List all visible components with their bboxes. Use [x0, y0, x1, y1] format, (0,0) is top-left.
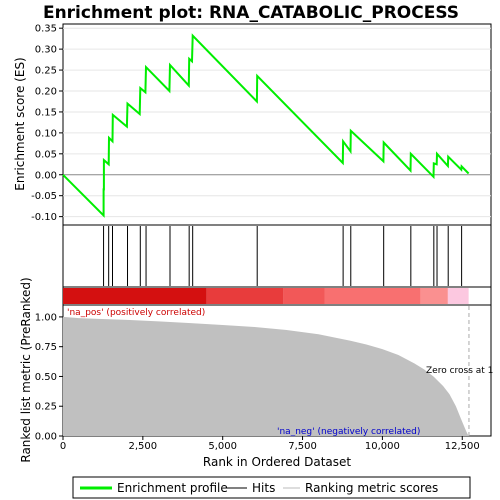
xtick-label: 0 — [60, 441, 66, 452]
chart-title: Enrichment plot: RNA_CATABOLIC_PROCESS — [43, 3, 459, 23]
pos-correlated-label: 'na_pos' (positively correlated) — [67, 308, 205, 318]
ranked-ytick-label: 0.25 — [35, 402, 57, 413]
zero-cross-label: Zero cross at 1 — [426, 366, 493, 376]
ranked-ytick-label: 0.50 — [35, 372, 57, 383]
hits-panel — [62, 224, 492, 288]
es-panel-frame — [62, 23, 492, 226]
enrichment-profile-line — [62, 33, 470, 218]
xtick-label: 10,000 — [365, 441, 400, 452]
heat-segment — [324, 288, 421, 304]
ranking-metric-area — [63, 316, 469, 436]
es-ytick-label: 0.30 — [35, 45, 57, 56]
heat-segment — [63, 288, 207, 304]
rank-heat-bar — [62, 286, 492, 306]
xtick-label: 2,500 — [129, 441, 158, 452]
legend: Enrichment profile Hits Ranking metric s… — [72, 476, 471, 499]
es-ytick-label: 0.00 — [35, 170, 57, 181]
es-ylabel: Enrichment score (ES) — [13, 57, 27, 190]
legend-frame — [72, 476, 471, 499]
es-ytick-label: 0.35 — [35, 24, 57, 35]
ranked-metric-panel: 0.00 0.25 0.50 0.75 1.00 0 2,500 5,000 7,500 10,… — [19, 277, 493, 469]
legend-hits-label: Hits — [252, 481, 275, 495]
xlabel: Rank in Ordered Dataset — [203, 455, 351, 469]
heat-segment — [447, 288, 469, 304]
xtick-label: 12,500 — [445, 441, 480, 452]
es-ytick-label: -0.05 — [31, 191, 57, 202]
es-ytick-label: 0.15 — [35, 107, 57, 118]
legend-ranking-label: Ranking metric scores — [305, 481, 438, 495]
neg-correlated-label: 'na_neg' (negatively correlated) — [277, 427, 420, 437]
ranked-ytick-labels: 0.00 0.25 0.50 0.75 1.00 — [35, 312, 63, 443]
es-panel: -0.10 -0.05 0.00 0.05 0.10 0.15 0.20 0.25 0.30 0.… — [13, 23, 492, 226]
xtick-labels: 0 2,500 5,000 7,500 10,000 12,500 — [60, 436, 480, 452]
heat-segment — [420, 288, 448, 304]
es-ytick-label: 0.05 — [35, 149, 57, 160]
heat-bar-segments — [63, 288, 469, 304]
es-ytick-label: 0.25 — [35, 66, 57, 77]
legend-enrichment-label: Enrichment profile — [117, 481, 228, 495]
hit-markers — [103, 226, 463, 286]
ranked-ytick-label: 0.75 — [35, 342, 57, 353]
es-ytick-label: 0.10 — [35, 128, 57, 139]
xtick-label: 7,500 — [288, 441, 317, 452]
es-gridlines — [63, 27, 491, 218]
ranked-ytick-label: 1.00 — [35, 312, 57, 323]
es-ytick-labels: -0.10 -0.05 0.00 0.05 0.10 0.15 0.20 0.25 0.30 0.… — [31, 24, 63, 223]
es-ytick-label: -0.10 — [31, 212, 57, 223]
ranked-ytick-label: 0.00 — [35, 432, 57, 443]
ranked-ylabel: Ranked list metric (PreRanked) — [19, 277, 33, 462]
hits-panel-frame — [62, 224, 492, 288]
xtick-label: 5,000 — [208, 441, 237, 452]
es-ytick-label: 0.20 — [35, 87, 57, 98]
heat-segment — [283, 288, 325, 304]
heat-segment — [206, 288, 284, 304]
